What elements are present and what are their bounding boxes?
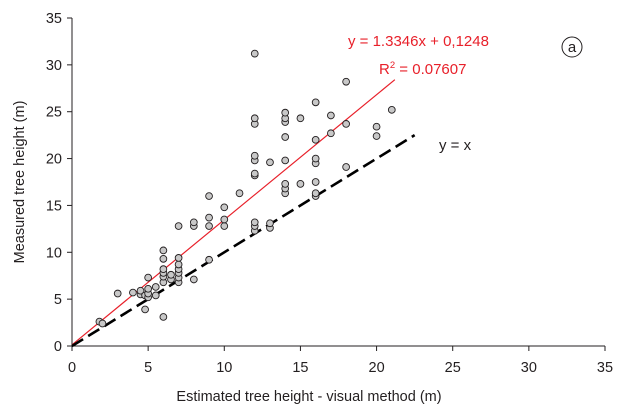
- panel-label-circle: [561, 36, 583, 58]
- data-point: [141, 305, 149, 314]
- data-point: [159, 313, 168, 321]
- regression-equation-label: y = 1.3346x + 0,1248: [348, 33, 489, 50]
- data-point: [136, 286, 145, 295]
- identity-line-label: y = x: [439, 137, 472, 154]
- data-point: [113, 289, 122, 298]
- regression-line: [71, 79, 396, 346]
- y-tick-label: 10: [46, 245, 62, 261]
- x-tick-label: 30: [521, 360, 537, 376]
- y-tick-label: 15: [46, 198, 62, 214]
- data-point: [151, 291, 160, 300]
- y-tick-label: 35: [46, 11, 62, 27]
- data-point: [235, 189, 244, 198]
- data-point: [311, 135, 320, 144]
- data-point: [144, 284, 152, 293]
- y-tick-label: 0: [54, 339, 62, 355]
- data-point: [296, 114, 305, 123]
- data-point: [159, 254, 168, 263]
- data-point: [342, 163, 350, 171]
- data-point: [205, 255, 213, 264]
- data-point: [342, 77, 350, 86]
- data-point: [387, 105, 396, 114]
- data-point: [174, 260, 183, 269]
- data-point: [205, 222, 213, 230]
- fit-lines: [71, 79, 416, 348]
- data-point: [205, 192, 213, 200]
- data-point: [311, 189, 320, 198]
- x-tick-label: 25: [445, 360, 461, 376]
- data-point: [372, 132, 381, 140]
- data-point: [327, 129, 335, 138]
- data-point: [311, 98, 320, 107]
- data-point: [159, 265, 168, 274]
- data-point: [167, 270, 175, 279]
- data-point: [129, 288, 137, 297]
- x-tick-label: 0: [68, 360, 76, 376]
- data-points: [95, 49, 396, 328]
- data-point: [159, 246, 168, 255]
- x-axis-label: Estimated tree height - visual method (m…: [176, 389, 441, 405]
- axis-ticks: 0 5 10 15 20 25 30 35 0 5 10 15 20 25 30 35: [46, 11, 613, 376]
- data-point: [220, 222, 229, 230]
- y-tick-label: 30: [46, 58, 62, 74]
- data-point: [327, 111, 335, 120]
- data-point: [342, 120, 350, 128]
- data-point: [220, 203, 229, 212]
- data-point: [98, 319, 107, 328]
- r-squared-label: R2 = 0.07607: [379, 60, 466, 78]
- identity-line: [71, 134, 416, 348]
- data-point: [281, 180, 290, 188]
- data-point: [372, 122, 381, 131]
- y-axis-label: Measured tree height (m): [12, 101, 28, 264]
- data-point: [281, 156, 290, 165]
- data-point: [266, 158, 274, 167]
- data-point: [189, 275, 198, 284]
- data-point: [281, 108, 290, 117]
- data-point: [174, 254, 183, 262]
- plot-area: 0 5 10 15 20 25 30 35 0 5 10 15 20 25 30 35: [46, 11, 613, 376]
- data-point: [250, 151, 259, 160]
- x-tick-label: 15: [292, 360, 308, 376]
- data-point: [311, 178, 320, 186]
- data-point: [189, 218, 198, 227]
- x-tick-label: 5: [144, 360, 152, 376]
- data-point: [250, 169, 259, 178]
- data-point: [250, 218, 259, 227]
- data-point: [250, 49, 259, 58]
- y-tick-label: 25: [46, 105, 62, 121]
- y-tick-label: 20: [46, 152, 62, 168]
- x-tick-label: 35: [597, 360, 613, 376]
- y-tick-label: 5: [54, 292, 62, 308]
- data-point: [266, 219, 274, 228]
- x-tick-label: 20: [369, 360, 385, 376]
- data-point: [174, 222, 183, 230]
- data-point: [250, 114, 259, 123]
- data-point: [311, 154, 320, 163]
- data-point: [151, 283, 160, 291]
- data-point: [296, 180, 305, 188]
- data-point: [220, 215, 229, 224]
- panel-label: a: [568, 39, 577, 56]
- data-point: [205, 213, 213, 222]
- data-point: [281, 133, 290, 141]
- data-point: [144, 273, 152, 282]
- x-tick-label: 10: [216, 360, 232, 376]
